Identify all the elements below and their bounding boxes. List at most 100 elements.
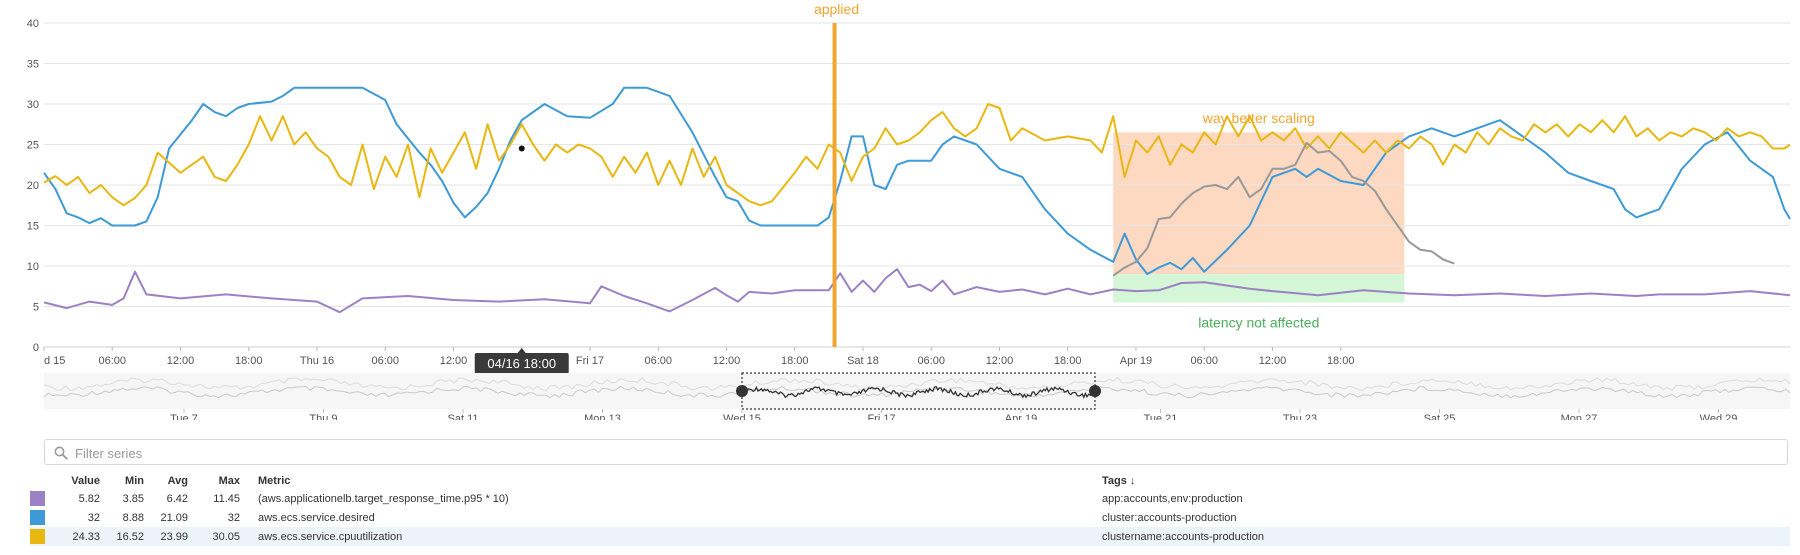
series-color-swatch [30, 510, 45, 525]
legend-row[interactable]: 32 8.88 21.09 32 aws.ecs.service.desired… [30, 508, 1790, 527]
overview-sparkline [43, 385, 1791, 399]
overview-day-label: Wed 29 [1700, 413, 1738, 420]
legend-min: 3.85 [122, 492, 144, 505]
legend-swatch [30, 489, 48, 508]
x-tick-label: 12:00 [167, 355, 195, 367]
x-tick-label: 12:00 [986, 355, 1014, 367]
x-tick-label: 18:00 [781, 355, 809, 367]
overview-day-label: Mon 13 [584, 413, 621, 420]
x-tick-label: 18:00 [1327, 355, 1355, 367]
legend-header-avg[interactable]: Avg [167, 475, 188, 487]
x-tick-label: 06:00 [644, 355, 672, 367]
legend-value: 5.82 [78, 492, 100, 505]
legend-header-tags[interactable]: Tags ↓ [1102, 475, 1136, 487]
y-tick-label: 10 [27, 261, 39, 273]
series-color-swatch [30, 491, 45, 506]
legend-value: 24.33 [48, 527, 104, 546]
y-tick-label: 35 [27, 59, 39, 71]
annotation-region [1113, 132, 1405, 275]
series-line [43, 86, 1791, 276]
x-tick-label: d 15 [44, 355, 65, 367]
overview-sparkline [43, 376, 1791, 392]
y-tick-label: 15 [27, 221, 39, 233]
series-line [1112, 141, 1455, 277]
x-tick-label: 06:00 [917, 355, 945, 367]
y-axis: 0 5 10 15 20 25 30 35 40 [27, 18, 39, 354]
y-tick-label: 20 [27, 180, 39, 192]
series-lines [43, 86, 1791, 314]
legend-min: 16.52 [104, 527, 148, 546]
x-tick-label: 06:00 [98, 355, 126, 367]
filter-series-box[interactable] [44, 439, 1788, 465]
series-line [43, 268, 1791, 314]
series-color-swatch [30, 529, 45, 544]
x-tick-label: Sat 18 [847, 355, 879, 367]
legend-row[interactable]: 5.82 3.85 6.42 11.45 (aws.applicationelb… [30, 489, 1790, 508]
legend-min: 8.88 [122, 511, 144, 524]
legend-header-value[interactable]: Value [71, 475, 100, 487]
legend-header-min[interactable]: Min [125, 475, 144, 487]
overview-day-label: Tue 21 [1144, 413, 1178, 420]
legend-swatch [30, 508, 48, 527]
y-tick-label: 5 [33, 302, 39, 314]
search-icon [54, 446, 68, 460]
legend-swatch [30, 527, 48, 546]
legend-max: 30.05 [192, 527, 244, 546]
x-tick-label: 12:00 [440, 355, 468, 367]
overview-handle-left[interactable] [736, 385, 748, 397]
overview-day-label: Wed 15 [723, 413, 761, 420]
hover-point [518, 145, 525, 152]
overview-day-label: Apr 19 [1005, 413, 1037, 420]
overview-sparkline [741, 385, 1096, 400]
y-tick-label: 30 [27, 99, 39, 111]
annotation-region [1113, 274, 1405, 303]
legend-avg: 6.42 [166, 492, 188, 505]
legend-tags: cluster:accounts-production [1102, 511, 1237, 524]
region-label: way better scaling [1202, 110, 1315, 126]
overview-day-label: Sat 25 [1424, 413, 1456, 420]
legend-max: 32 [227, 511, 240, 524]
x-tick-label: 12:00 [713, 355, 741, 367]
legend-value: 32 [87, 511, 100, 524]
x-tick-label: 06:00 [1190, 355, 1218, 367]
legend-metric: aws.ecs.service.desired [258, 511, 375, 524]
overview-day-label: Tue 7 [170, 413, 198, 420]
x-tick-label: 18:00 [1054, 355, 1082, 367]
legend-tags: app:accounts,env:production [1102, 492, 1243, 505]
cursor: 04/16 18:00 [474, 145, 569, 374]
annotation-regions [1113, 132, 1405, 303]
timeseries-chart[interactable]: 0 5 10 15 20 25 30 35 40 d 15 06:00 12:00 18:00 Thu … [0, 0, 1800, 420]
gridlines [44, 22, 1790, 307]
cursor-pointer [517, 348, 526, 353]
overview-navigator[interactable]: Tue 7 Thu 9 Sat 11 Mon 13 Wed 15 Fri 17 Apr 19… [43, 372, 1791, 420]
legend-header-metric[interactable]: Metric [258, 475, 291, 487]
region-label: latency not affected [1198, 315, 1319, 331]
overview-handle-right[interactable] [1089, 385, 1101, 397]
series-line [43, 103, 1791, 207]
legend-header-row: Value Min Avg Max Metric Tags ↓ [30, 473, 1790, 489]
x-axis: d 15 06:00 12:00 18:00 Thu 16 06:00 12:00 18:00… [43, 346, 1790, 367]
x-tick-label: Apr 19 [1120, 355, 1152, 367]
cursor-tooltip [474, 353, 569, 374]
x-tick-label: 06:00 [371, 355, 399, 367]
y-tick-label: 25 [27, 140, 39, 152]
overview-day-label: Sat 11 [448, 413, 479, 420]
filter-series-input[interactable] [73, 442, 1677, 464]
x-tick-label: Thu 16 [300, 355, 334, 367]
legend-metric: aws.ecs.service.cpuutilization [244, 527, 1098, 546]
x-tick-label: Fri 17 [576, 355, 604, 367]
event-marker: way better scaling latency not affected ap… [814, 1, 1319, 347]
legend-max: 11.45 [213, 492, 240, 505]
series-legend-table: Value Min Avg Max Metric Tags ↓ 5.82 3.8… [30, 473, 1790, 546]
cursor-time-label: 04/16 18:00 [487, 356, 556, 371]
event-label: applied [814, 1, 859, 17]
overview-day-label: Mon 27 [1561, 413, 1598, 420]
legend-tags: clustername:accounts-production [1098, 527, 1790, 546]
legend-row[interactable]: 24.33 16.52 23.99 30.05 aws.ecs.service.… [30, 527, 1790, 546]
overview-day-label: Thu 9 [309, 413, 337, 420]
legend-header-max[interactable]: Max [218, 475, 240, 487]
overview-day-label: Thu 23 [1283, 413, 1317, 420]
x-tick-label: 12:00 [1259, 355, 1287, 367]
x-tick-label: 18:00 [235, 355, 263, 367]
y-tick-label: 40 [27, 18, 39, 30]
